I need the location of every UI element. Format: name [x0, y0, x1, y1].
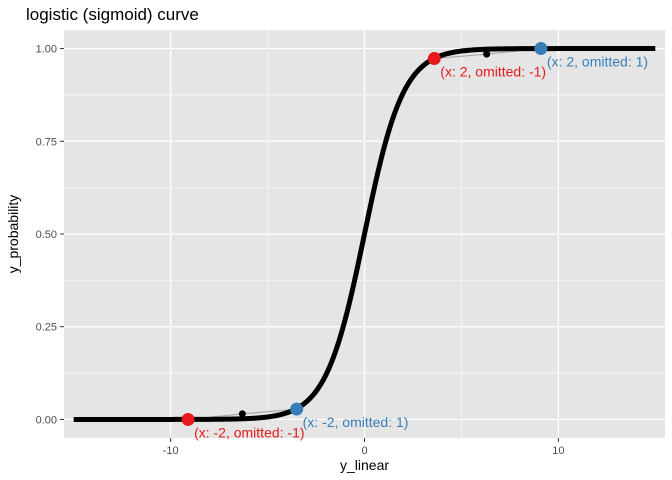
- y-tick-label: 1.00: [36, 44, 57, 56]
- x-axis-title: y_linear: [340, 457, 389, 473]
- annotated-points: [181, 42, 548, 426]
- grid-lines: [64, 30, 665, 438]
- sigmoid-curve: [73, 46, 656, 422]
- x-tick-label: -10: [163, 445, 179, 457]
- base-point: [238, 410, 246, 418]
- base-points: [238, 50, 491, 418]
- annotation-labels: (x: -2, omitted: -1)(x: -2, omitted: 1) (…: [194, 54, 648, 441]
- x-axis-ticks: -10 0 10: [163, 438, 564, 457]
- chart-title: logistic (sigmoid) curve: [26, 5, 199, 24]
- annotation-label: (x: 2, omitted: 1): [547, 54, 648, 70]
- base-point: [483, 50, 491, 58]
- annotated-point: [290, 402, 304, 416]
- annotation-label: (x: 2, omitted: -1): [440, 64, 546, 80]
- x-tick-label: 0: [361, 445, 367, 457]
- y-axis-ticks: 0.00 0.25 0.50 0.75 1.00: [36, 44, 64, 426]
- annotated-point: [181, 412, 195, 426]
- x-tick-label: 10: [552, 445, 564, 457]
- y-tick-label: 0.00: [36, 414, 57, 426]
- y-tick-label: 0.50: [36, 229, 57, 241]
- annotation-label: (x: -2, omitted: -1): [194, 424, 304, 440]
- connector-line: [242, 408, 297, 415]
- connector-line: [434, 53, 487, 60]
- y-axis-title: y_probability: [5, 195, 21, 274]
- annotated-point: [427, 52, 441, 66]
- annotation-label: (x: -2, omitted: 1): [303, 414, 409, 430]
- y-tick-label: 0.25: [36, 322, 57, 334]
- y-tick-label: 0.75: [36, 136, 57, 148]
- annotated-point: [534, 42, 548, 56]
